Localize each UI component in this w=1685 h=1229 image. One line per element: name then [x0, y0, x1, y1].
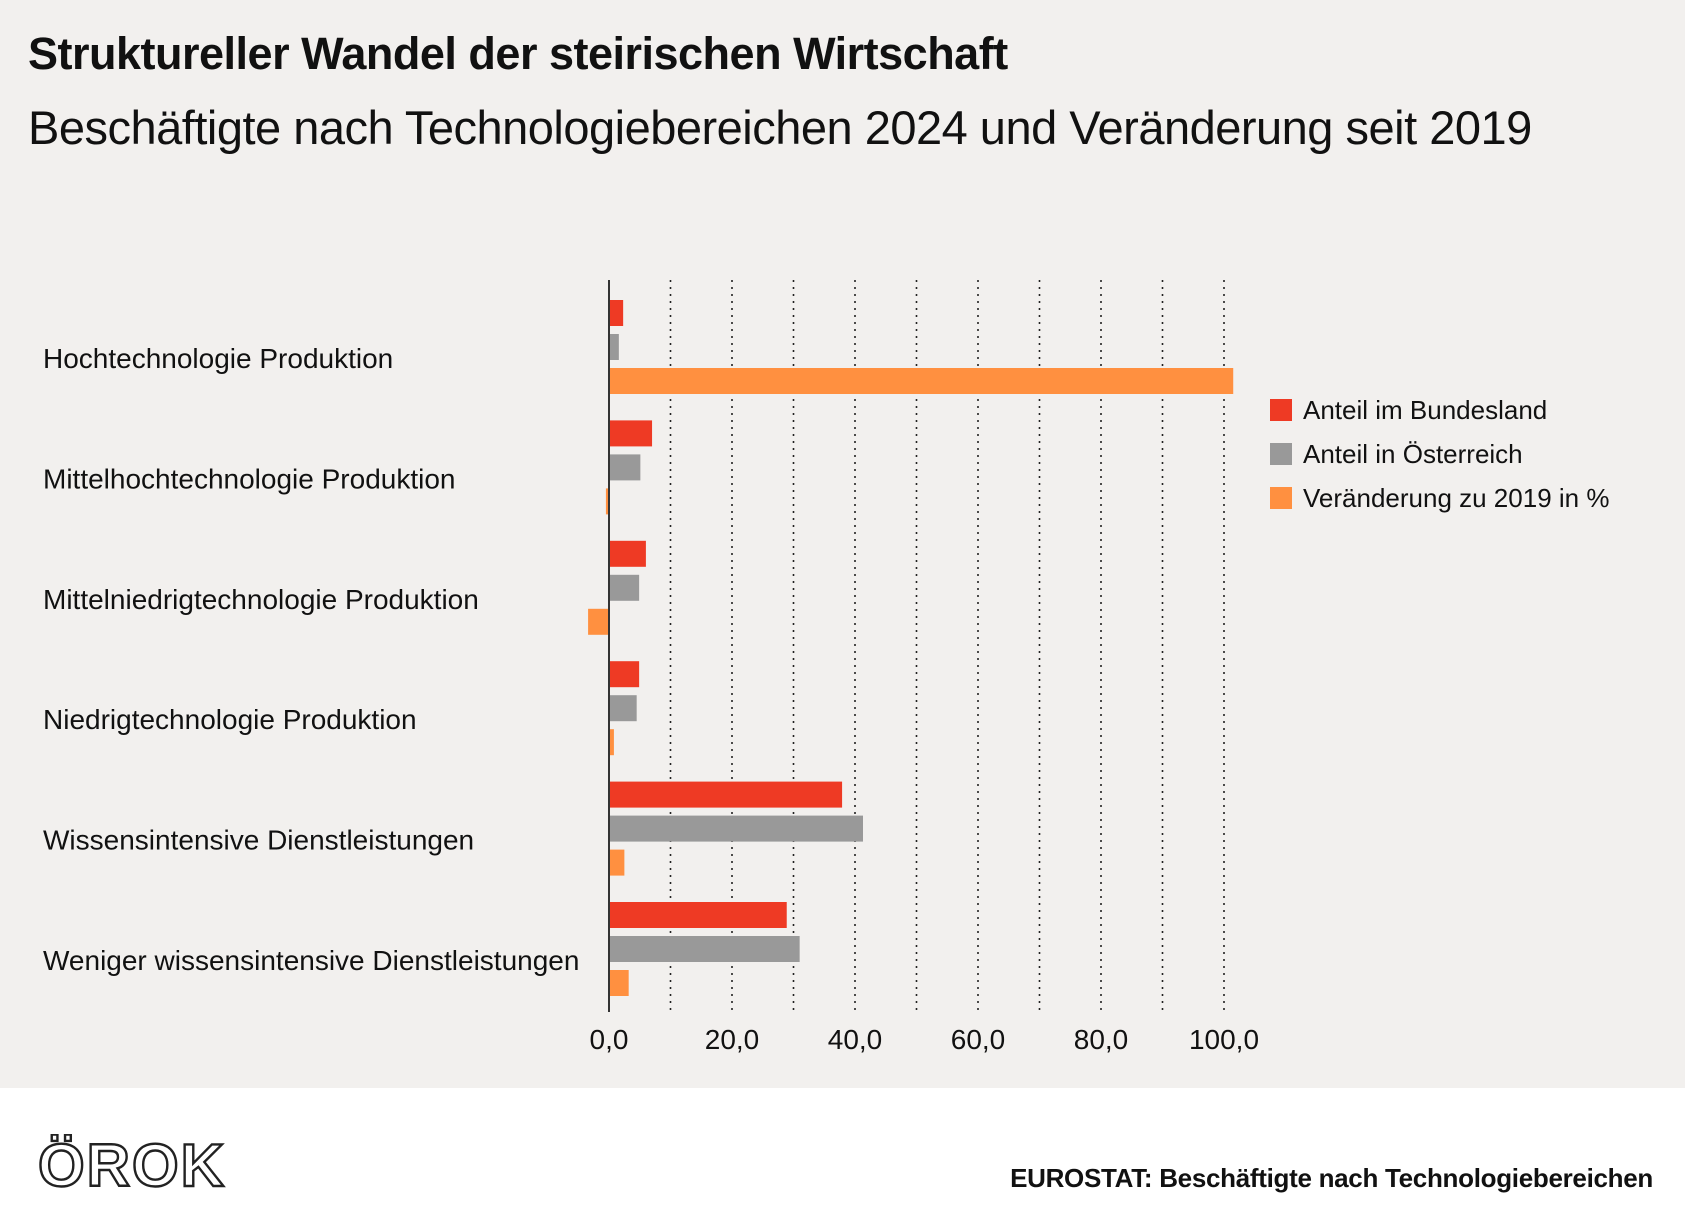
legend-label: Anteil im Bundesland [1303, 395, 1547, 425]
bar-chart: Hochtechnologie Produktion Mittelhochtech… [43, 280, 1609, 1055]
bar [609, 368, 1234, 394]
bar [609, 902, 787, 928]
legend-swatch [1270, 443, 1292, 465]
bar [609, 661, 640, 688]
bar [609, 970, 629, 996]
chart-panel [0, 0, 1685, 1088]
category-label: Niedrigtechnologie Produktion [43, 704, 417, 735]
bar [609, 695, 637, 722]
bar [609, 729, 614, 756]
source-note: EUROSTAT: Beschäftigte nach Technologieb… [1010, 1163, 1653, 1193]
oerok-logo: ÖROK [37, 1134, 226, 1192]
bar [609, 540, 646, 567]
bar [609, 454, 641, 481]
legend-swatch [1270, 399, 1292, 421]
chart-subtitle: Beschäftigte nach Technologiebereichen 2… [28, 101, 1532, 154]
bar [609, 815, 863, 842]
x-tick-label: 80,0 [1074, 1024, 1129, 1055]
bar [609, 936, 800, 962]
x-tick-label: 40,0 [828, 1024, 883, 1055]
x-tick-label: 20,0 [705, 1024, 760, 1055]
category-label: Mittelhochtechnologie Produktion [43, 463, 455, 494]
legend-swatch [1270, 487, 1292, 509]
category-label: Mittelniedrigtechnologie Produktion [43, 584, 479, 615]
x-tick-label: 0,0 [590, 1024, 629, 1055]
category-label: Weniger wissensintensive Dienstleistunge… [43, 945, 579, 976]
x-tick-label: 60,0 [951, 1024, 1006, 1055]
bar [609, 300, 624, 326]
bar [605, 488, 609, 515]
chart-title: Struktureller Wandel der steirischen Wir… [28, 28, 1008, 79]
bar [588, 608, 609, 635]
oerok-logo-text: ÖROK [38, 1134, 226, 1192]
category-label: Hochtechnologie Produktion [43, 343, 393, 374]
category-label: Wissensintensive Dienstleistungen [43, 825, 474, 856]
legend-label: Anteil in Österreich [1303, 439, 1523, 469]
bar [609, 420, 653, 447]
bar [609, 781, 843, 808]
legend-label: Veränderung zu 2019 in % [1303, 483, 1609, 513]
bar [609, 334, 619, 360]
x-tick-label: 100,0 [1189, 1024, 1259, 1055]
bar [609, 574, 640, 601]
bar [609, 849, 625, 876]
